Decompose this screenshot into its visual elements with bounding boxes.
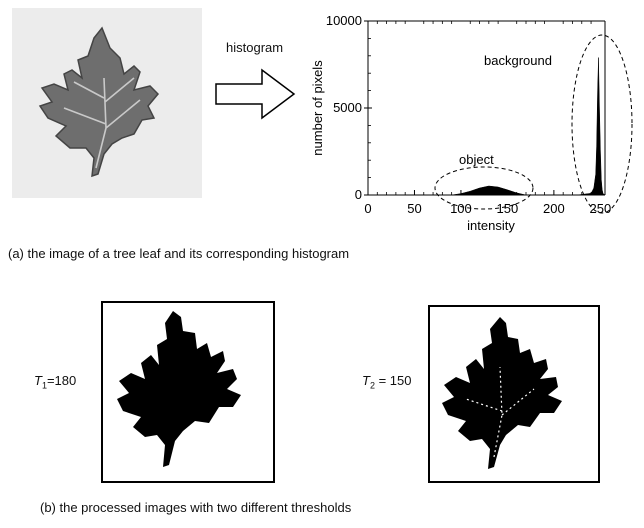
leaf-photo xyxy=(12,8,202,198)
leaf-photo-graphic xyxy=(38,26,160,178)
x-tick-label: 0 xyxy=(364,201,371,216)
leaf-blade xyxy=(38,26,160,178)
caption-b: (b) the processed images with two differ… xyxy=(40,500,352,515)
minor-ticks xyxy=(368,21,592,195)
threshold-2-subscript: 2 xyxy=(369,380,375,391)
x-tick-label: 200 xyxy=(543,201,565,216)
x-tick-label: 250 xyxy=(590,201,612,216)
processed-image-t2 xyxy=(428,305,600,483)
y-ticks: 0 5000 10000 xyxy=(326,13,372,202)
histogram-label: histogram xyxy=(226,40,284,55)
background-annotation: background xyxy=(484,53,552,68)
threshold-1-symbol: T xyxy=(34,373,42,388)
threshold-2-label: T2 = 150 xyxy=(362,373,411,391)
leaf-silhouette-t2-shape xyxy=(442,317,562,469)
threshold-2-value: = 150 xyxy=(374,373,412,388)
x-tick-label: 150 xyxy=(497,201,519,216)
threshold-2-symbol: T xyxy=(362,373,370,388)
leaf-silhouette-t2-veins xyxy=(465,366,535,458)
threshold-1-label: T1=180 xyxy=(34,373,76,391)
y-tick-label: 0 xyxy=(355,187,362,202)
caption-a: (a) the image of a tree leaf and its cor… xyxy=(8,246,350,261)
x-axis-label: intensity xyxy=(467,218,515,233)
y-tick-label: 5000 xyxy=(333,100,362,115)
object-annotation: object xyxy=(459,152,494,167)
threshold-1-value: =180 xyxy=(46,373,77,388)
x-tick-label: 50 xyxy=(407,201,421,216)
processed-image-t1 xyxy=(101,301,275,483)
x-tick-label: 100 xyxy=(450,201,472,216)
histogram-area xyxy=(368,57,606,196)
object-ellipse xyxy=(434,166,534,210)
histogram-chart: 0 50 100 150 200 250 0 5000 10000 object backgr… xyxy=(310,13,633,233)
y-axis-label: number of pixels xyxy=(310,60,325,156)
right-arrow-icon xyxy=(215,68,296,120)
leaf-silhouette-t1 xyxy=(117,311,241,467)
leaf-silhouette-t1-shape xyxy=(117,311,241,467)
background-ellipse xyxy=(571,34,633,214)
leaf-silhouette-t2 xyxy=(442,317,562,469)
plot-area: 0 50 100 150 200 250 0 5000 10000 xyxy=(326,13,611,216)
threshold-1-subscript: 1 xyxy=(41,380,47,391)
leaf-veins xyxy=(63,77,141,169)
y-tick-label: 10000 xyxy=(326,13,362,28)
